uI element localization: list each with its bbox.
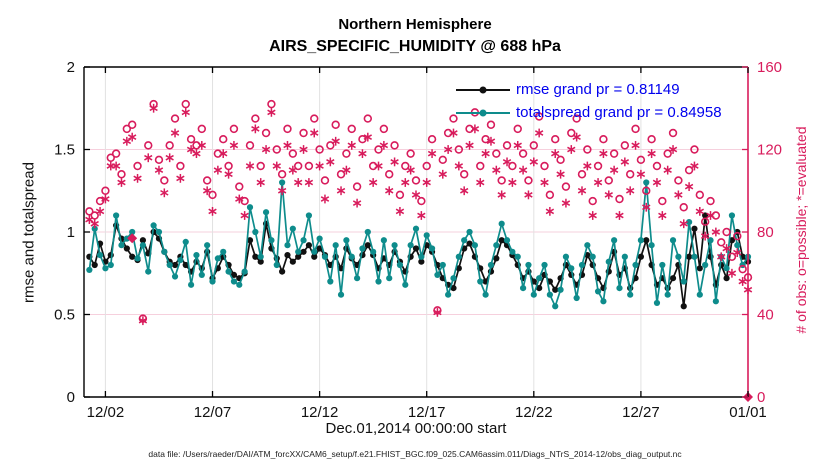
svg-text:160: 160 [757,59,782,76]
svg-text:0: 0 [757,389,765,406]
right-y-axis-label: # of obs: o=possible; *=evaluated [793,126,809,334]
svg-text:12/07: 12/07 [194,404,232,421]
svg-text:80: 80 [757,224,774,241]
svg-text:12/27: 12/27 [622,404,660,421]
totalspread-series [86,179,752,310]
svg-text:12/12: 12/12 [301,404,339,421]
tick-marks [84,66,749,398]
left-y-axis-label: rmse and totalspread [20,162,38,303]
svg-text:12/17: 12/17 [408,404,446,421]
svg-text:120: 120 [757,142,782,159]
legend-item-totalspread: totalspread grand pr = 0.84958 [455,101,722,124]
x-axis-label: Dec.01,2014 00:00:00 start [325,420,507,437]
svg-text:2: 2 [67,59,75,76]
svg-text:12/02: 12/02 [87,404,125,421]
gridlines [84,67,748,397]
possible-obs-scatter [85,99,753,323]
svg-text:0: 0 [67,389,75,406]
svg-text:0.5: 0.5 [54,307,75,324]
svg-text:40: 40 [757,307,774,324]
data-file-footer: data file: /Users/raeder/DAI/ATM_forcXX/… [148,449,682,459]
rmse-series [86,212,752,310]
svg-text:01/01: 01/01 [729,404,767,421]
legend-label-rmse: rmse grand pr = 0.81149 [516,81,680,98]
svg-text:1: 1 [67,224,75,241]
totalspread-legend-line-icon [456,109,510,116]
figure-subtitle: AIRS_SPECIFIC_HUMIDITY @ 688 hPa [269,38,561,55]
legend: rmse grand pr = 0.81149 totalspread gran… [455,78,722,124]
evaluated-obs-scatter [85,103,753,326]
legend-item-rmse: rmse grand pr = 0.81149 [455,78,722,101]
svg-text:12/22: 12/22 [515,404,553,421]
tick-labels: 12/02 12/07 12/12 12/17 12/22 12/27 01/0100.51… [54,59,782,421]
legend-label-totalspread: totalspread grand pr = 0.84958 [516,104,722,121]
figure-title: Northern Hemisphere [338,16,492,33]
svg-text:1.5: 1.5 [54,142,75,159]
rmse-legend-line-icon [456,86,510,93]
